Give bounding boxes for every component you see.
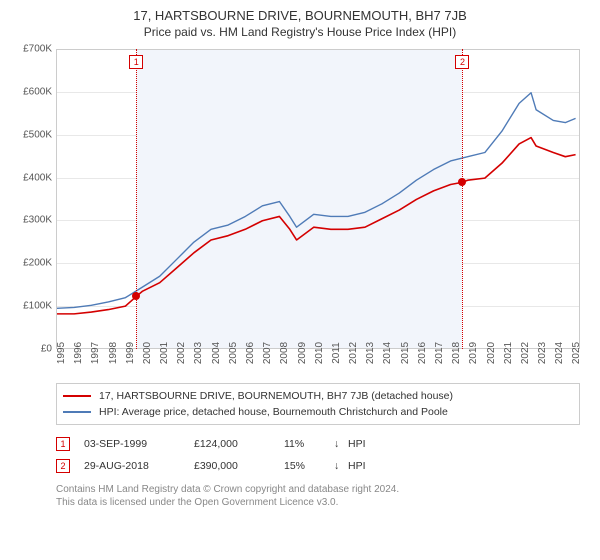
chart-title: 17, HARTSBOURNE DRIVE, BOURNEMOUTH, BH7 … xyxy=(12,8,588,23)
transaction-price: £124,000 xyxy=(194,438,284,450)
footer: Contains HM Land Registry data © Crown c… xyxy=(56,483,588,509)
transaction-row: 2 29-AUG-2018 £390,000 15% ↓ HPI xyxy=(56,455,580,477)
x-tick-label: 2008 xyxy=(279,342,290,364)
footer-copyright: Contains HM Land Registry data © Crown c… xyxy=(56,483,588,496)
y-tick-label: £200K xyxy=(12,258,52,269)
sale-dot xyxy=(132,292,140,300)
x-tick-label: 2005 xyxy=(228,342,239,364)
transaction-price: £390,000 xyxy=(194,460,284,472)
x-tick-label: 2013 xyxy=(365,342,376,364)
legend-swatch-hpi xyxy=(63,411,91,413)
x-tick-label: 1996 xyxy=(73,342,84,364)
y-tick-label: £0 xyxy=(12,344,52,355)
transaction-date: 29-AUG-2018 xyxy=(84,460,194,472)
series-line-price_paid xyxy=(57,138,576,314)
marker-box: 2 xyxy=(455,55,469,69)
x-tick-label: 2009 xyxy=(297,342,308,364)
x-tick-label: 1997 xyxy=(90,342,101,364)
x-tick-label: 2001 xyxy=(159,342,170,364)
x-tick-label: 2012 xyxy=(348,342,359,364)
x-tick-label: 2023 xyxy=(537,342,548,364)
marker-box: 1 xyxy=(129,55,143,69)
x-tick-label: 2016 xyxy=(417,342,428,364)
y-tick-label: £300K xyxy=(12,215,52,226)
x-tick-label: 2002 xyxy=(176,342,187,364)
x-tick-label: 2011 xyxy=(331,342,342,364)
transaction-pct: 15% xyxy=(284,460,334,472)
chart-subtitle: Price paid vs. HM Land Registry's House … xyxy=(12,25,588,39)
transaction-pct: 11% xyxy=(284,438,334,450)
legend-item-hpi: HPI: Average price, detached house, Bour… xyxy=(63,404,573,420)
x-tick-label: 1998 xyxy=(108,342,119,364)
y-tick-label: £600K xyxy=(12,86,52,97)
transaction-marker-box: 2 xyxy=(56,459,70,473)
y-tick-label: £500K xyxy=(12,129,52,140)
x-tick-label: 1995 xyxy=(56,342,67,364)
y-tick-label: £400K xyxy=(12,172,52,183)
y-tick-label: £100K xyxy=(12,301,52,312)
legend: 17, HARTSBOURNE DRIVE, BOURNEMOUTH, BH7 … xyxy=(56,383,580,425)
x-tick-label: 2021 xyxy=(503,342,514,364)
x-tick-label: 2024 xyxy=(554,342,565,364)
x-tick-label: 2007 xyxy=(262,342,273,364)
series-line-hpi xyxy=(57,93,576,309)
x-tick-label: 2014 xyxy=(382,342,393,364)
x-tick-label: 2006 xyxy=(245,342,256,364)
x-tick-label: 2020 xyxy=(486,342,497,364)
chart-area: £0 £100K £200K £300K £400K £500K £600K £700K 1 2… xyxy=(12,45,588,375)
transactions-table: 1 03-SEP-1999 £124,000 11% ↓ HPI 2 29-AU… xyxy=(56,433,580,477)
x-tick-label: 2017 xyxy=(434,342,445,364)
transaction-rel: HPI xyxy=(348,460,366,472)
legend-swatch-price-paid xyxy=(63,395,91,397)
x-tick-label: 2019 xyxy=(468,342,479,364)
x-tick-label: 2022 xyxy=(520,342,531,364)
x-tick-label: 1999 xyxy=(125,342,136,364)
down-arrow-icon: ↓ xyxy=(334,438,348,450)
footer-licence: This data is licensed under the Open Gov… xyxy=(56,496,588,509)
transaction-row: 1 03-SEP-1999 £124,000 11% ↓ HPI xyxy=(56,433,580,455)
x-tick-label: 2003 xyxy=(193,342,204,364)
transaction-rel: HPI xyxy=(348,438,366,450)
transaction-marker-box: 1 xyxy=(56,437,70,451)
x-tick-label: 2018 xyxy=(451,342,462,364)
down-arrow-icon: ↓ xyxy=(334,460,348,472)
plot-region xyxy=(56,49,580,349)
x-tick-label: 2025 xyxy=(571,342,582,364)
x-tick-label: 2010 xyxy=(314,342,325,364)
marker-line xyxy=(462,49,463,349)
x-tick-label: 2015 xyxy=(400,342,411,364)
x-tick-label: 2004 xyxy=(211,342,222,364)
transaction-date: 03-SEP-1999 xyxy=(84,438,194,450)
marker-line xyxy=(136,49,137,349)
sale-dot xyxy=(458,178,466,186)
x-tick-label: 2000 xyxy=(142,342,153,364)
y-tick-label: £700K xyxy=(12,44,52,55)
legend-label-hpi: HPI: Average price, detached house, Bour… xyxy=(99,406,448,418)
legend-item-price-paid: 17, HARTSBOURNE DRIVE, BOURNEMOUTH, BH7 … xyxy=(63,388,573,404)
legend-label-price-paid: 17, HARTSBOURNE DRIVE, BOURNEMOUTH, BH7 … xyxy=(99,390,453,402)
